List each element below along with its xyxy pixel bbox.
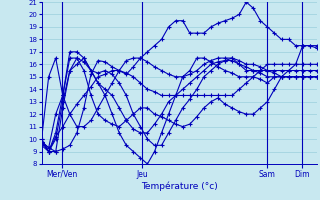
X-axis label: Température (°c): Température (°c)	[141, 181, 218, 191]
